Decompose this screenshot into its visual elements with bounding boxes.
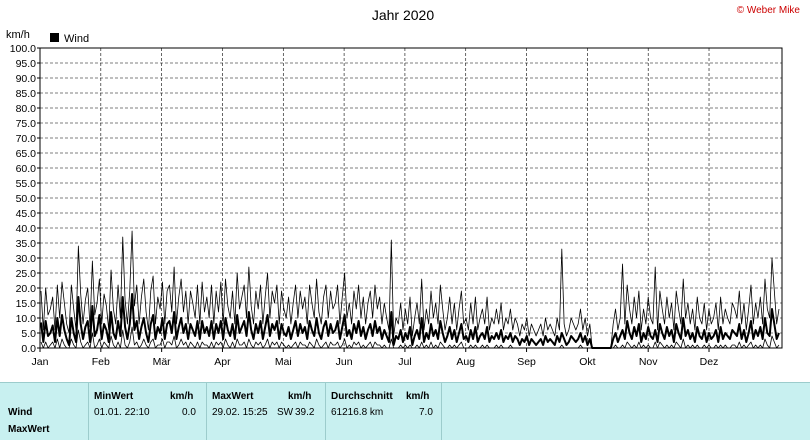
max-value: 39.2 [295, 407, 315, 418]
x-tick-label: Mär [153, 356, 172, 368]
stats-row-label-maxwert: MaxWert [8, 424, 50, 435]
y-tick-label: 35.0 [16, 238, 37, 250]
chart-title: Jahr 2020 [372, 7, 434, 23]
legend: Wind [50, 33, 89, 45]
legend-label: Wind [64, 33, 89, 45]
min-header: MinWert [94, 391, 134, 402]
x-tick-label: Mai [275, 356, 292, 368]
max-header: MaxWert [212, 391, 254, 402]
x-tick-label: Jun [336, 356, 353, 368]
max-time: 29.02. 15:25 [212, 407, 268, 418]
y-tick-label: 5.0 [21, 328, 36, 340]
series-line-wind [40, 293, 780, 349]
avg-total: 61216.8 km [331, 407, 384, 418]
y-tick-label: 10.0 [16, 313, 37, 325]
y-tick-label: 55.0 [16, 178, 37, 190]
x-tick-label: Dez [700, 356, 719, 368]
min-value: 0.0 [182, 407, 196, 418]
min-unit: km/h [170, 391, 194, 402]
y-tick-label: 45.0 [16, 208, 37, 220]
avg-unit: km/h [406, 391, 430, 402]
y-axis-unit-label: km/h [6, 29, 30, 41]
y-tick-label: 0.0 [21, 343, 36, 355]
max-direction: SW [277, 407, 294, 418]
x-tick-label: Sep [517, 356, 536, 368]
series-line-max [40, 230, 780, 349]
y-tick-label: 90.0 [16, 73, 37, 85]
x-tick-label: Jul [398, 356, 411, 368]
stats-panel: Wind MaxWert MinWert km/h 01.01. 22:10 0… [0, 382, 810, 440]
y-tick-label: 80.0 [16, 103, 37, 115]
y-tick-label: 20.0 [16, 283, 37, 295]
stats-divider [206, 383, 207, 440]
x-tick-label: Apr [214, 356, 231, 368]
stats-divider [88, 383, 89, 440]
y-tick-label: 50.0 [16, 193, 37, 205]
stats-divider [325, 383, 326, 440]
y-axis: 0.0 5.0 10.0 15.0 20.0 25.0 30.0 35.0 40.0 45.0 50… [10, 43, 40, 355]
min-time: 01.01. 22:10 [94, 407, 150, 418]
y-tick-label: 75.0 [16, 118, 37, 130]
series-line-min [40, 326, 780, 349]
y-tick-label: 60.0 [16, 163, 37, 175]
x-tick-label: Feb [92, 356, 110, 368]
x-tick-label: Aug [456, 356, 475, 368]
x-tick-label: Okt [579, 356, 595, 368]
wind-chart: Jahr 2020 km/h Wind 0.0 5.0 10.0 15.0 20.0 25… [6, 7, 783, 368]
legend-swatch [50, 33, 59, 42]
y-tick-label: 40.0 [16, 223, 37, 235]
y-tick-label: 30.0 [16, 253, 37, 265]
y-tick-label: 100.0 [10, 43, 36, 55]
stats-divider [441, 383, 442, 440]
avg-value: 7.0 [419, 407, 433, 418]
y-tick-label: 65.0 [16, 148, 37, 160]
y-tick-label: 15.0 [16, 298, 37, 310]
y-tick-label: 85.0 [16, 88, 37, 100]
copyright-label: © Weber Mike [736, 5, 800, 16]
stats-row-label-wind: Wind [8, 407, 33, 418]
series-layer [40, 230, 780, 349]
avg-header: Durchschnitt [331, 391, 393, 402]
grid [40, 48, 782, 348]
x-axis: Jan Feb Mär Apr Mai Jun Jul Aug Sep Okt Nov Dez [32, 348, 719, 368]
x-tick-label: Nov [639, 356, 658, 368]
y-tick-label: 70.0 [16, 133, 37, 145]
y-tick-label: 25.0 [16, 268, 37, 280]
max-unit: km/h [288, 391, 312, 402]
x-tick-label: Jan [32, 356, 49, 368]
y-tick-label: 95.0 [16, 58, 37, 70]
